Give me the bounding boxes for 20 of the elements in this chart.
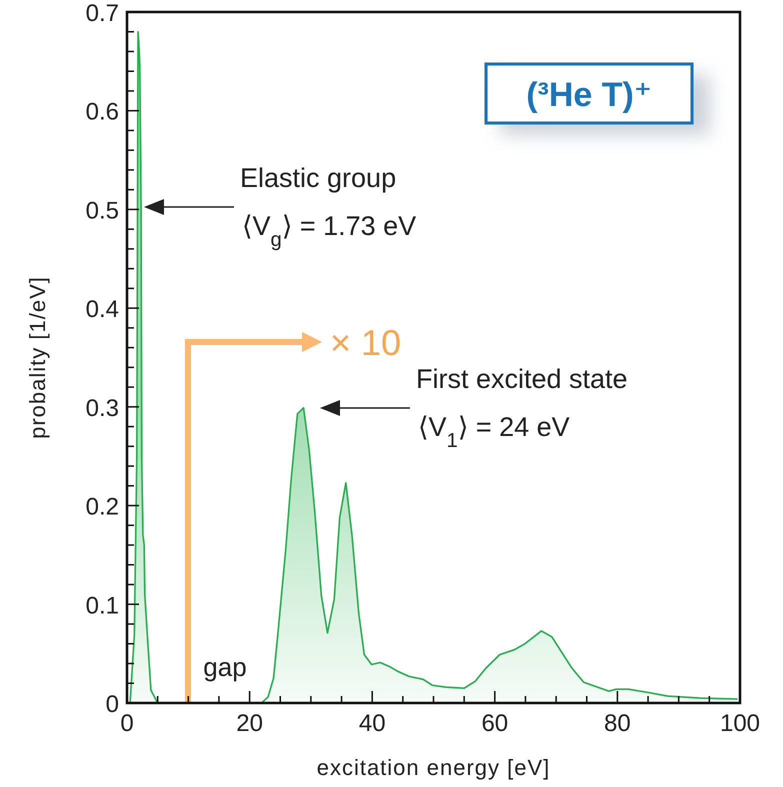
annotation: First excited state ⟨V$_{1}$⟩ = 24 eV xyxy=(416,364,628,452)
annotation: × 10 xyxy=(330,322,402,363)
y-tick-label: 0.1 xyxy=(86,592,119,620)
annotation: gap xyxy=(203,652,247,682)
x-tick-label: 60 xyxy=(481,710,508,737)
x-tick-label: 40 xyxy=(358,710,386,737)
y-axis-title: probality [1/eV] xyxy=(25,276,50,439)
y-tick-label: 0.7 xyxy=(86,0,119,27)
x-tick-label: 80 xyxy=(604,710,631,737)
annotation: Elastic group ⟨V$_{g}$⟩ = 1.73 eV xyxy=(240,163,416,251)
y-tick-label: 0.5 xyxy=(86,197,119,224)
y-tick-label: 0.4 xyxy=(86,296,119,324)
y-tick-label: 0.2 xyxy=(86,494,119,521)
y-tick-label: 0.3 xyxy=(86,394,119,422)
y-tick-label: 0.6 xyxy=(86,98,119,126)
y-tick-label: 0 xyxy=(106,691,119,718)
x-tick-label: 20 xyxy=(236,710,263,737)
x-tick-label: 100 xyxy=(720,710,760,737)
text: (³He T)⁺ xyxy=(526,76,652,114)
x-axis-title: excitation energy [eV] xyxy=(316,755,550,780)
